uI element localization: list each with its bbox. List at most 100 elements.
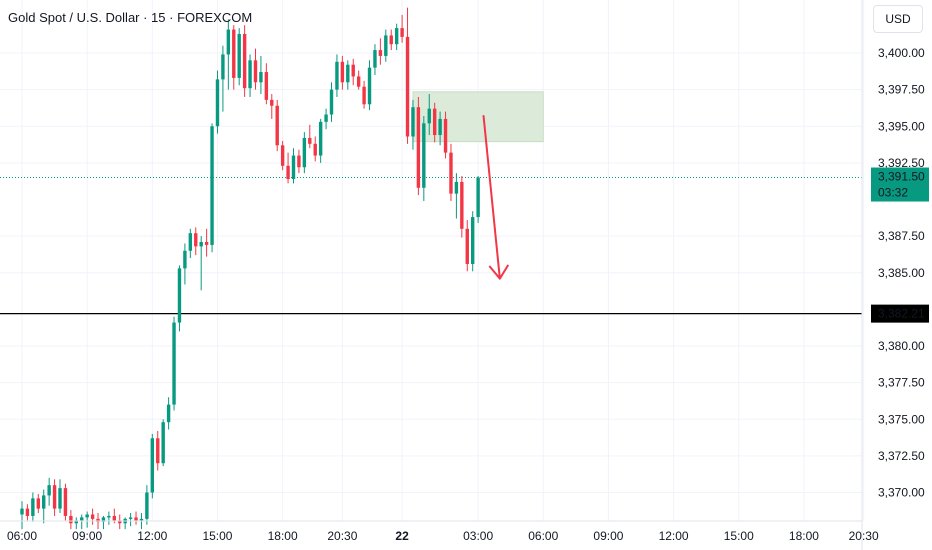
candle	[318, 118, 323, 163]
candle	[465, 220, 469, 272]
candle	[101, 515, 106, 530]
candle	[25, 504, 30, 521]
price-tick-label: 3,375.00	[878, 412, 925, 426]
down-arrow[interactable]	[482, 114, 509, 280]
candle-body	[215, 79, 220, 127]
candle-body	[384, 35, 388, 56]
candle	[58, 479, 62, 514]
candle-body	[221, 54, 225, 80]
candle	[156, 430, 160, 471]
time-tick-label: 06:00	[7, 529, 37, 543]
candle-body	[291, 155, 296, 179]
current-price-value: 3,391.50	[878, 170, 925, 184]
candle	[280, 140, 285, 171]
candle-body	[25, 508, 30, 516]
candle-body	[324, 114, 328, 122]
candle-body	[405, 36, 410, 137]
candle	[329, 82, 334, 122]
candle-body	[465, 228, 469, 264]
candle	[422, 115, 426, 201]
candle	[389, 29, 393, 51]
candle-body	[351, 64, 355, 77]
candle-body	[302, 137, 307, 168]
candle-body	[47, 485, 51, 496]
candle	[346, 60, 350, 90]
time-tick-label: 22	[395, 529, 409, 543]
candle-body	[449, 152, 453, 194]
candle	[134, 511, 138, 525]
support-line-label: 3,382.21	[871, 304, 929, 323]
time-tick-label: 15:00	[724, 529, 754, 543]
candle-body	[454, 181, 459, 194]
candle	[177, 265, 182, 332]
candle-body	[242, 33, 247, 89]
candle	[150, 433, 155, 499]
candle-body	[308, 137, 312, 144]
candle-body	[329, 89, 334, 115]
candle	[253, 48, 258, 90]
candle-body	[394, 28, 399, 45]
candle	[378, 38, 383, 65]
time-tick-label: 06:00	[528, 529, 558, 543]
candle	[237, 28, 241, 86]
candle	[335, 54, 339, 97]
candle	[411, 99, 415, 150]
candle	[183, 243, 187, 285]
candle-body	[400, 28, 404, 37]
candle-body	[194, 233, 198, 247]
candle-body	[270, 99, 274, 106]
candle-body	[416, 107, 421, 188]
candle-body	[20, 508, 24, 515]
candle-body	[470, 217, 475, 264]
candle-body	[156, 438, 160, 464]
candle-body	[134, 517, 138, 521]
candle	[275, 99, 279, 152]
resistance-zone[interactable]	[412, 91, 544, 143]
candle-body	[52, 485, 57, 509]
candle-body	[145, 492, 149, 519]
candle	[69, 510, 73, 530]
candle	[351, 58, 355, 86]
candle	[194, 227, 198, 256]
price-tick-label: 3,392.50	[878, 156, 925, 170]
candle	[221, 45, 225, 112]
candle	[286, 152, 290, 184]
candle-body	[90, 514, 95, 519]
candle	[123, 517, 127, 530]
candle	[36, 493, 40, 514]
candle-body	[280, 145, 285, 166]
candle-body	[460, 181, 464, 229]
time-tick-label: 18:00	[268, 529, 298, 543]
candle-body	[237, 33, 241, 78]
candle	[242, 25, 247, 97]
arrow-shaft	[482, 114, 501, 280]
candle-body	[58, 488, 62, 509]
candle	[373, 44, 377, 75]
candle-body	[166, 404, 171, 423]
candle	[210, 123, 214, 253]
candle-body	[161, 422, 165, 464]
candle	[264, 63, 269, 105]
candle	[394, 23, 399, 51]
candle	[107, 511, 111, 525]
candle	[308, 124, 312, 149]
price-tick-label: 3,400.00	[878, 46, 925, 60]
candle	[476, 176, 480, 223]
candle-body	[411, 107, 415, 137]
time-tick-label: 12:00	[659, 529, 689, 543]
candle-body	[226, 29, 231, 55]
price-tick-label: 3,385.00	[878, 266, 925, 280]
gridlines	[0, 0, 865, 521]
candle-body	[432, 108, 437, 136]
candle-body	[438, 118, 442, 136]
candle-body	[253, 60, 258, 83]
price-tick-label: 3,395.00	[878, 119, 925, 133]
currency-selector[interactable]: USD	[873, 5, 923, 33]
price-tick-label: 3,377.50	[878, 376, 925, 390]
time-tick-label: 12:00	[137, 529, 167, 543]
candle	[427, 94, 431, 136]
support-line-value: 3,382.21	[878, 307, 925, 321]
candle-body	[183, 250, 187, 269]
countdown-value: 03:32	[878, 186, 908, 200]
